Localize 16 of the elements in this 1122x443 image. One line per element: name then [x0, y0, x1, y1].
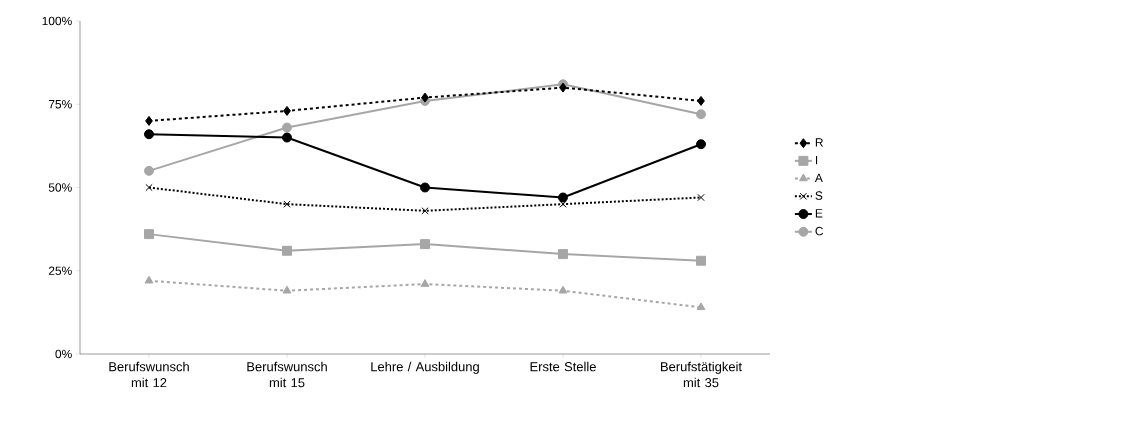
- x-tick-label: Berufstätigkeit mit 35: [661, 361, 742, 388]
- y-tick-label: 0%: [55, 349, 72, 359]
- y-tick-label: 50%: [48, 183, 72, 192]
- x-tick-label: Berufswunsch mit 15: [247, 361, 327, 388]
- legend-label: E: [815, 209, 823, 218]
- y-tick-label: 75%: [48, 100, 72, 109]
- legend-label: A: [814, 173, 823, 182]
- legend-label: I: [815, 155, 818, 165]
- x-tick-label: Erste Stelle: [530, 361, 596, 372]
- x-tick-label: Berufswunsch mit 12: [109, 361, 189, 388]
- legend-label: R: [815, 138, 823, 147]
- legend-label: C: [815, 226, 824, 236]
- x-tick-label: Lehre / Ausbildung: [371, 361, 479, 374]
- legend-label: S: [815, 191, 823, 200]
- y-tick-label: 100%: [42, 16, 72, 26]
- y-tick-label: 25%: [48, 266, 72, 275]
